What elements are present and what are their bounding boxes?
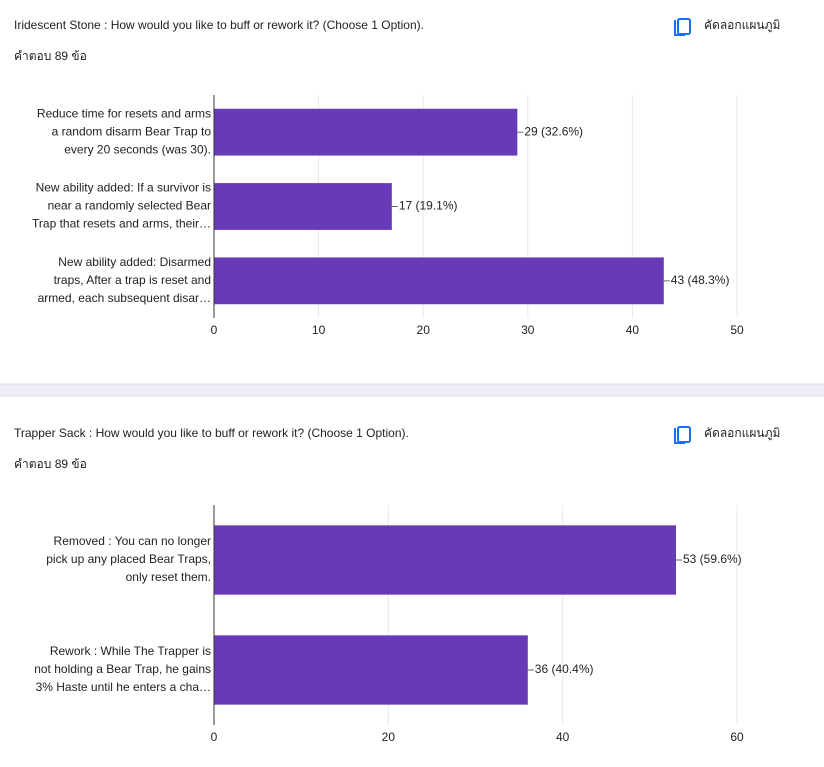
bar — [214, 525, 676, 595]
x-tick-label: 30 — [521, 323, 535, 337]
category-label: every 20 seconds (was 30). — [64, 142, 211, 156]
category-label: armed, each subsequent disar… — [38, 291, 211, 305]
x-tick-label: 40 — [626, 323, 640, 337]
category-label: pick up any placed Bear Traps, — [46, 552, 211, 566]
category-label: Reduce time for resets and arms — [37, 106, 211, 120]
category-label: Removed : You can no longer — [54, 534, 211, 548]
category-label: near a randomly selected Bear — [48, 199, 211, 213]
copy-chart-label: คัดลอกแผนภูมิ — [704, 18, 780, 33]
x-tick-label: 20 — [382, 730, 396, 744]
category-label: traps, After a trap is reset and — [54, 273, 211, 287]
value-label: 43 (48.3%) — [671, 273, 730, 287]
x-tick-label: 50 — [730, 323, 744, 337]
value-label: 17 (19.1%) — [399, 199, 458, 213]
chart-title: Trapper Sack : How would you like to buf… — [14, 426, 409, 440]
x-tick-label: 40 — [556, 730, 570, 744]
x-tick-label: 20 — [417, 323, 431, 337]
bar — [214, 108, 518, 156]
value-label: 29 (32.6%) — [524, 124, 583, 138]
x-tick-label: 60 — [730, 730, 744, 744]
category-label: 3% Haste until he enters a cha… — [36, 680, 211, 694]
category-label: New ability added: If a survivor is — [36, 181, 211, 195]
copy-chart-button[interactable]: คัดลอกแผนภูมิ — [674, 426, 780, 444]
value-label: 53 (59.6%) — [683, 552, 742, 566]
category-label: not holding a Bear Trap, he gains — [34, 662, 211, 676]
copy-chart-label: คัดลอกแผนภูมิ — [704, 426, 780, 441]
x-tick-label: 0 — [211, 730, 218, 744]
copy-icon — [677, 18, 691, 35]
response-count: คำตอบ 89 ข้อ — [14, 49, 87, 63]
bar — [214, 257, 664, 305]
category-label: Trap that resets and arms, their… — [32, 217, 211, 231]
copy-icon — [677, 426, 691, 443]
copy-chart-button[interactable]: คัดลอกแผนภูมิ — [674, 18, 780, 36]
response-count: คำตอบ 89 ข้อ — [14, 457, 87, 471]
bar — [214, 635, 528, 705]
category-label: New ability added: Disarmed — [58, 255, 211, 269]
copy-icon — [674, 20, 685, 36]
category-label: only reset them. — [126, 570, 211, 584]
chart-title: Iridescent Stone : How would you like to… — [14, 18, 424, 32]
copy-icon — [674, 428, 685, 444]
x-tick-label: 10 — [312, 323, 326, 337]
value-label: 36 (40.4%) — [535, 662, 594, 676]
category-label: a random disarm Bear Trap to — [52, 124, 212, 138]
category-label: Rework : While The Trapper is — [50, 644, 211, 658]
card-separator — [0, 384, 824, 396]
bar — [214, 183, 392, 230]
x-tick-label: 0 — [211, 323, 218, 337]
